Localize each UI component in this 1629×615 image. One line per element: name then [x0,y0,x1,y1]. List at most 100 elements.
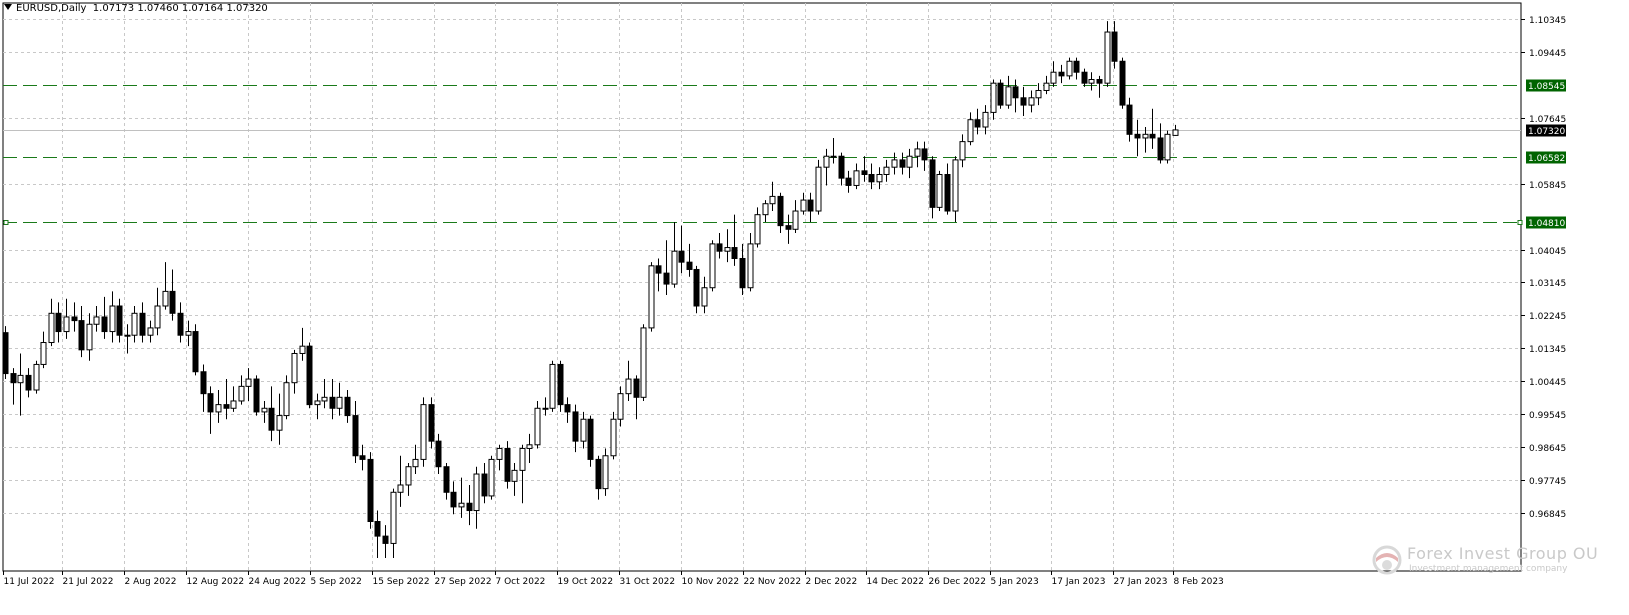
candle [686,243,693,277]
y-tick-label: 1.00445 [1529,378,1566,388]
candle-body [952,159,959,212]
candle-body [299,345,306,354]
candle [230,386,237,412]
candle-body [511,469,518,482]
candle-body [526,444,533,449]
candle-body [428,404,435,442]
candle [1088,72,1095,91]
candle [678,225,685,274]
candle [25,368,32,398]
candle-body [101,316,108,333]
candle [845,170,852,193]
candle [1172,124,1179,136]
x-tick-label: 31 Oct 2022 [620,577,676,587]
candle [276,393,283,445]
x-tick-label: 10 Nov 2022 [682,577,740,587]
candle [245,368,252,401]
current-price-bg [1526,124,1566,137]
candle-body [967,119,974,143]
candle [390,488,397,559]
candle [572,404,579,453]
candle-body [344,396,351,417]
x-tick-label: 12 Aug 2022 [187,577,245,587]
level-price-label: 1.06582 [1528,154,1565,164]
candle-body [481,473,488,497]
candle-body [207,393,214,413]
candle-body [185,331,192,336]
candle-body [230,400,237,409]
candle [807,192,814,222]
candle-body [1111,31,1118,62]
candle [868,163,875,190]
y-tick-label: 1.04045 [1529,247,1566,257]
candle-body [314,400,321,406]
candle-body [124,334,131,337]
candle [1020,86,1027,117]
level-price-bg [1526,216,1566,229]
x-tick-label: 7 Oct 2022 [496,577,546,587]
x-tick-label: 17 Jan 2023 [1052,577,1106,587]
dropdown-triangle-icon[interactable] [4,4,12,10]
candle [1149,108,1156,149]
candle [283,375,290,420]
x-tick-label: 2 Dec 2022 [806,577,858,587]
candle-body [686,261,693,270]
candle-body [1005,86,1012,106]
low-value: 1.07164 [181,3,224,14]
candle-body [519,447,526,471]
candle [299,327,306,361]
candle [640,324,647,401]
candle [610,411,617,460]
y-tick-label: 0.99545 [1529,411,1566,421]
candle-body [1088,79,1095,84]
candle [564,397,571,423]
candle [1050,61,1057,87]
candle-body [1073,60,1080,73]
x-tick-label: 5 Jan 2023 [991,577,1039,587]
candle-body [321,396,328,402]
candle [336,382,343,416]
candle-body [367,458,374,523]
candle [428,397,435,449]
candle [321,379,328,409]
candle-body [131,312,138,336]
x-tick-label: 15 Sep 2022 [373,577,430,587]
candle-body [253,378,260,413]
candle [78,305,85,358]
x-tick-label: 27 Sep 2022 [435,577,492,587]
candle-body [800,199,807,212]
candle [1157,123,1164,164]
axes: 1.10345 1.09445 1.07645 1.05845 1.04045 1.031… [3,16,1566,587]
level-anchor-left [3,220,9,225]
candle [921,141,928,171]
x-tick-label: 21 Jul 2022 [63,577,114,587]
candle-body [276,415,283,431]
plot-frame [2,2,1522,572]
candle [139,302,146,343]
candle-body [1058,71,1065,77]
candle-body [25,374,32,391]
candle [876,167,883,190]
candle [473,466,480,529]
candle [792,200,799,233]
candle [223,379,230,420]
candle-body [116,305,123,336]
candle [542,397,549,416]
candle [154,287,161,336]
candle-body [944,173,951,212]
candle-body [420,404,427,460]
candle-body [853,170,860,186]
y-tick-label: 1.03145 [1529,279,1566,289]
candle [800,192,807,215]
candle [754,207,761,248]
candle-body [200,371,207,395]
candle [1028,90,1035,113]
candle [48,298,55,347]
candle-body [633,378,640,398]
candle [93,305,100,332]
candle-body [1157,137,1164,161]
candle [1126,97,1133,142]
candle [1058,64,1065,84]
candle-body [982,111,989,128]
